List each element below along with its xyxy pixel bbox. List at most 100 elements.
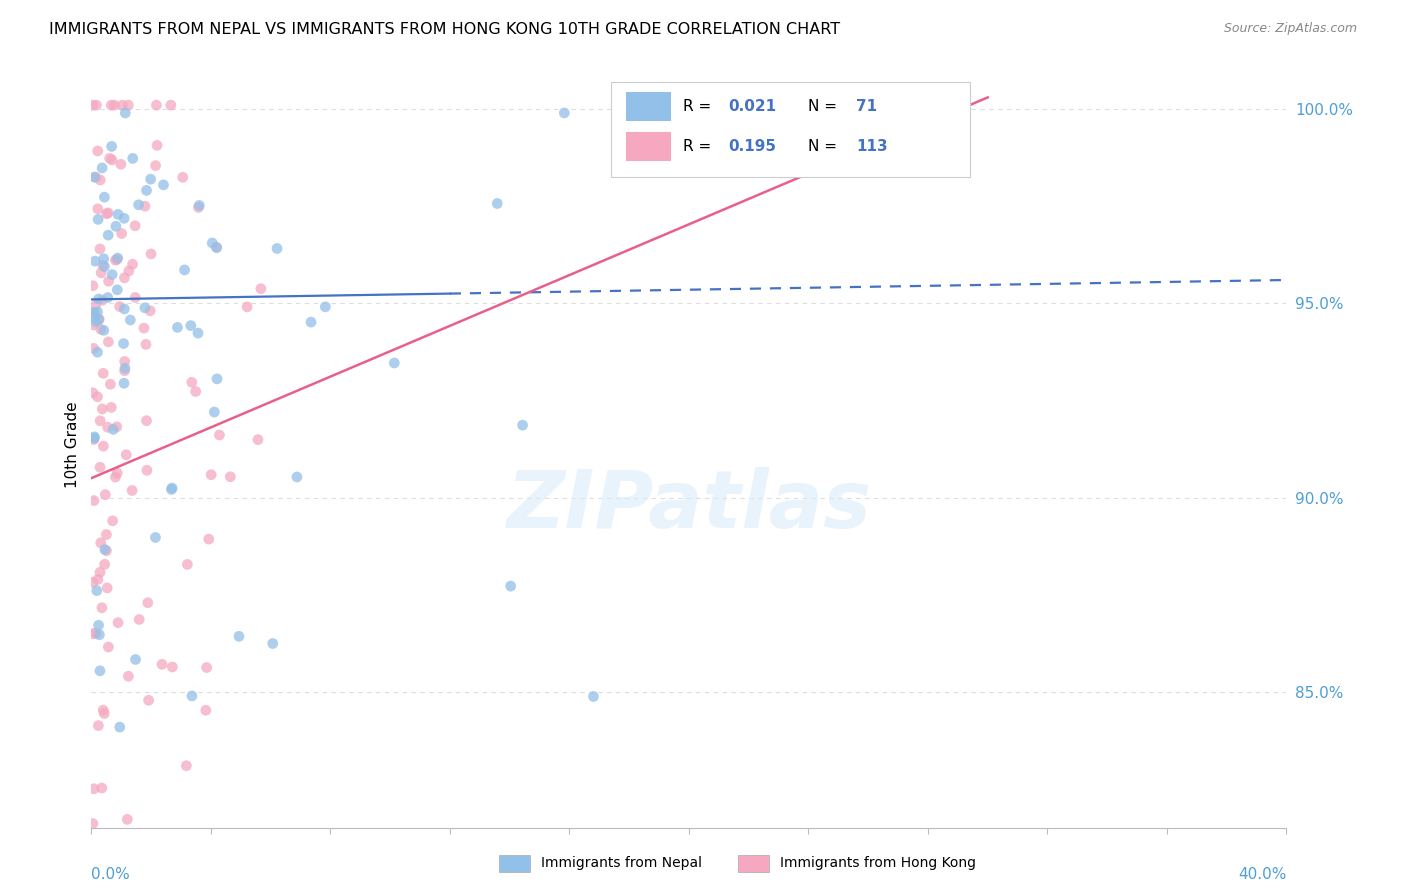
Point (96, 543, 118, 558)
Point (97, 291, 120, 305)
Point (87, 718, 110, 732)
Point (104, 253, 127, 268)
Point (82, 816, 104, 830)
Text: R =: R = (683, 139, 716, 154)
Point (228, 629, 250, 643)
Point (136, 463, 159, 477)
Point (219, 469, 242, 483)
Y-axis label: 10th Grade: 10th Grade (65, 401, 80, 489)
Point (100, 139, 122, 153)
Point (582, 690, 605, 704)
Point (87, 202, 110, 216)
Point (89, 664, 111, 678)
Point (98, 377, 121, 392)
Point (124, 290, 146, 304)
Point (91, 401, 114, 416)
Point (145, 98, 167, 112)
Point (134, 199, 156, 213)
Point (145, 159, 167, 173)
Point (139, 247, 162, 261)
Point (118, 264, 141, 278)
Text: Immigrants from Hong Kong: Immigrants from Hong Kong (780, 856, 976, 871)
Point (94, 542, 117, 557)
Point (200, 467, 222, 482)
Point (87, 292, 110, 306)
Point (107, 207, 129, 221)
Point (162, 660, 184, 674)
Point (114, 106, 136, 120)
Point (93, 190, 115, 204)
Point (83, 310, 105, 324)
Point (90, 780, 112, 795)
Point (97, 640, 120, 654)
Point (82, 385, 104, 400)
Point (117, 813, 139, 827)
Point (299, 315, 322, 329)
Point (181, 689, 204, 703)
Point (83, 318, 105, 332)
Point (93, 706, 115, 721)
Point (499, 579, 522, 593)
Point (107, 615, 129, 630)
Point (105, 420, 128, 434)
Point (82, 306, 104, 320)
Point (553, 106, 575, 120)
Text: 71: 71 (856, 99, 877, 114)
Point (87, 212, 110, 227)
Point (128, 612, 150, 626)
Point (187, 201, 209, 215)
Point (250, 282, 273, 296)
Point (96, 581, 118, 595)
Point (135, 337, 157, 351)
Point (93, 558, 115, 572)
Point (160, 98, 183, 112)
Point (176, 558, 198, 572)
Point (93, 439, 115, 453)
Point (104, 219, 127, 234)
Point (82, 278, 104, 293)
Point (97, 228, 120, 243)
Point (94, 488, 117, 502)
Point (96, 527, 118, 541)
Point (150, 657, 173, 672)
Point (87, 618, 110, 632)
Point (135, 414, 157, 428)
Point (180, 318, 202, 333)
Point (89, 628, 111, 642)
Point (112, 211, 135, 226)
Text: N =: N = (808, 99, 842, 114)
Point (117, 98, 139, 112)
Point (82, 626, 104, 640)
Point (84, 298, 107, 312)
Point (136, 596, 159, 610)
Point (100, 98, 122, 112)
Point (160, 483, 183, 497)
Point (83, 170, 105, 185)
Point (100, 401, 122, 415)
Point (91, 703, 114, 717)
Point (84, 254, 107, 268)
Point (87, 573, 110, 587)
Point (188, 198, 211, 212)
Point (87, 144, 110, 158)
Point (486, 196, 509, 211)
Point (97, 420, 120, 434)
Point (96, 207, 118, 221)
Point (89, 242, 111, 256)
Point (121, 152, 143, 166)
Point (115, 448, 138, 462)
Point (512, 418, 534, 433)
Point (160, 481, 183, 495)
Point (201, 235, 224, 250)
Point (83, 431, 105, 445)
Text: ZIPatlas: ZIPatlas (506, 467, 872, 545)
Text: 0.0%: 0.0% (91, 867, 131, 881)
Point (197, 532, 219, 546)
Bar (626, 92, 671, 121)
Point (97, 334, 120, 349)
Point (91, 258, 114, 272)
Point (176, 758, 198, 772)
Point (194, 703, 217, 717)
Point (139, 172, 162, 186)
Point (139, 303, 162, 318)
